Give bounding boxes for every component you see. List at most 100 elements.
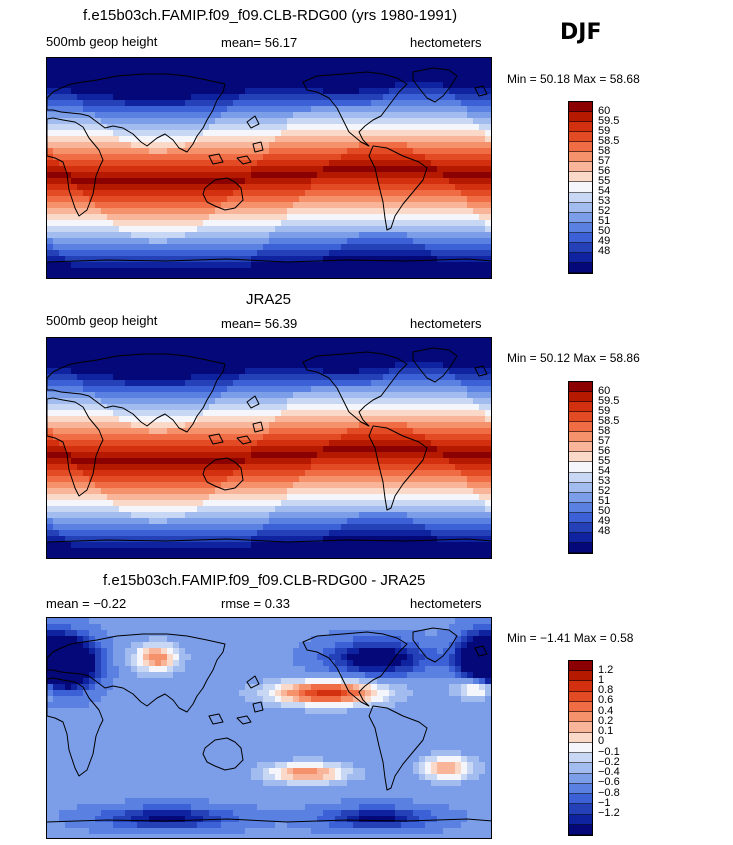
panel2-units: hectometers [410,316,482,331]
colorbar-swatch [569,732,592,743]
coastline-island [208,713,224,725]
colorbar-swatch [569,212,592,223]
panel3-rmse: rmse = 0.33 [221,596,291,611]
coastline-island [474,645,488,657]
coastline-africa [47,117,104,217]
coastline-namerica [302,351,408,427]
panel3-map [46,617,492,839]
colorbar-label: 1 [598,673,605,686]
colorbar-label: 51 [598,495,611,508]
coastline-africa [47,677,104,777]
coastline-antarctica [47,258,491,263]
colorbar-swatch [569,661,592,672]
panel1-mean: mean= 56.17 [221,35,298,50]
colorbar-swatch [569,814,592,825]
colorbar-label: 49 [598,235,611,248]
colorbar-label: 59.5 [598,114,620,127]
colorbar-label: 54 [598,465,611,478]
colorbar-swatch [569,522,592,533]
colorbar-label: 50 [598,225,611,238]
coastline-island [252,421,264,433]
colorbar-swatch [569,482,592,493]
panel2-variable: 500mb geop height [46,313,158,328]
coastline-island [236,435,252,445]
panel3-colorbar [568,660,593,836]
panel2-mean: mean= 56.39 [221,316,298,331]
colorbar-swatch [569,691,592,702]
colorbar-label: 0 [598,735,605,748]
colorbar-swatch [569,132,592,143]
coastlines [47,627,491,823]
panel1-title: f.e15b03ch.FAMIP.f09_f09.CLB-RDG00 (yrs … [83,7,458,24]
coastline-samerica [368,145,428,231]
colorbar-swatch [569,122,592,133]
colorbar-swatch [569,422,592,433]
colorbar-label: 51 [598,215,611,228]
colorbar-swatch [569,392,592,403]
colorbar-swatch [569,773,592,784]
colorbar-swatch [569,262,592,273]
colorbar-label: 53 [598,475,611,488]
panel2-map [46,337,492,559]
colorbar-swatch [569,112,592,123]
colorbar-swatch [569,442,592,453]
colorbar-label: 59 [598,404,611,417]
season-label: DJF [560,20,602,45]
colorbar-swatch [569,472,592,483]
colorbar-swatch [569,252,592,263]
coastline-greenland [412,627,458,663]
colorbar-swatch [569,222,592,233]
contour-field [47,58,491,278]
colorbar-swatch [569,712,592,723]
colorbar-label: 58 [598,424,611,437]
coastline-island [208,433,224,445]
colorbar-label: 60 [598,384,611,397]
map-canvas [47,338,491,558]
colorbar-label: 59.5 [598,394,620,407]
colorbar-label: 56 [598,164,611,177]
colorbar-label: 57 [598,154,611,167]
coastline-island [208,153,224,165]
colorbar-swatch [569,512,592,523]
colorbar-label: 48 [598,525,611,538]
colorbar-label: −0.6 [598,776,620,789]
colorbar-swatch [569,162,592,173]
colorbar-swatch [569,402,592,413]
coastline-samerica [368,425,428,511]
colorbar-swatch [569,492,592,503]
colorbar-swatch [569,701,592,713]
colorbar-label: 48 [598,245,611,258]
colorbar-swatch [569,753,592,764]
coastline-africa [47,397,104,497]
colorbar-label: 53 [598,195,611,208]
colorbar-swatch [569,542,592,553]
coastline-island [246,395,260,409]
panel3-mean: mean = −0.22 [46,596,127,611]
colorbar-swatch [569,382,592,393]
colorbar-label: 59 [598,124,611,137]
colorbar-label: 0.2 [598,714,614,727]
coastline-australia [202,457,244,491]
coastline-island [474,365,488,377]
coastline-samerica [368,705,428,791]
colorbar-label: −0.4 [598,766,620,779]
colorbar-label: −0.2 [598,755,620,768]
colorbar-swatch [569,142,592,153]
contour-field [47,338,491,558]
colorbar-swatch [569,152,592,163]
panel2-title: JRA25 [246,291,292,308]
colorbar-swatch [569,192,592,203]
panel1-variable: 500mb geop height [46,34,158,49]
colorbar-label: 50 [598,505,611,518]
coastline-eurasia [47,73,226,153]
colorbar-swatch [569,742,592,754]
colorbar-label: 0.4 [598,704,614,717]
panel1-map [46,57,492,279]
map-canvas [47,618,491,838]
colorbar-swatch [569,242,592,253]
colorbar-label: 1.2 [598,663,614,676]
colorbar-label: 0.6 [598,694,614,707]
coastline-island [474,85,488,97]
colorbar-label: 56 [598,444,611,457]
panel3-units: hectometers [410,596,482,611]
